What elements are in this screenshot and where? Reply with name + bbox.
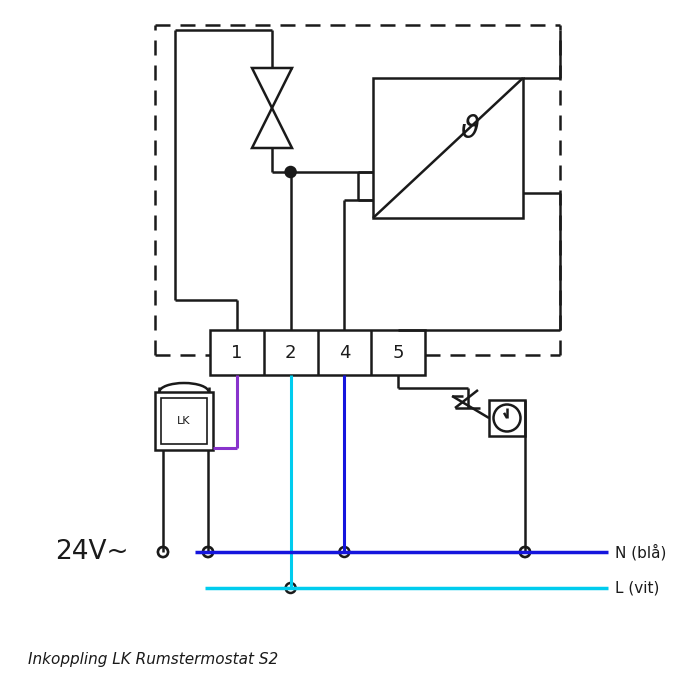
Text: 1: 1 (231, 344, 243, 361)
Text: 5: 5 (393, 344, 404, 361)
Text: N (blå): N (blå) (615, 543, 666, 561)
Circle shape (340, 547, 349, 557)
Text: 2: 2 (285, 344, 296, 361)
Text: 24V~: 24V~ (55, 539, 129, 565)
Circle shape (286, 583, 295, 593)
Circle shape (520, 547, 530, 557)
Bar (489, 400, 525, 436)
Text: $\vartheta$: $\vartheta$ (460, 115, 480, 144)
Text: 4: 4 (339, 344, 350, 361)
Bar (155, 392, 213, 450)
Bar (210, 330, 425, 375)
Bar (373, 78, 523, 218)
Text: Inkoppling LK Rumstermostat S2: Inkoppling LK Rumstermostat S2 (28, 652, 279, 667)
Circle shape (494, 405, 521, 431)
Bar (161, 398, 207, 444)
Circle shape (520, 547, 530, 557)
Text: LK: LK (177, 416, 190, 426)
Circle shape (286, 167, 295, 177)
Polygon shape (252, 68, 292, 108)
Polygon shape (252, 108, 292, 148)
Circle shape (203, 547, 213, 557)
Circle shape (203, 547, 213, 557)
Circle shape (158, 547, 168, 557)
Circle shape (158, 547, 168, 557)
Text: L (vit): L (vit) (615, 581, 659, 596)
